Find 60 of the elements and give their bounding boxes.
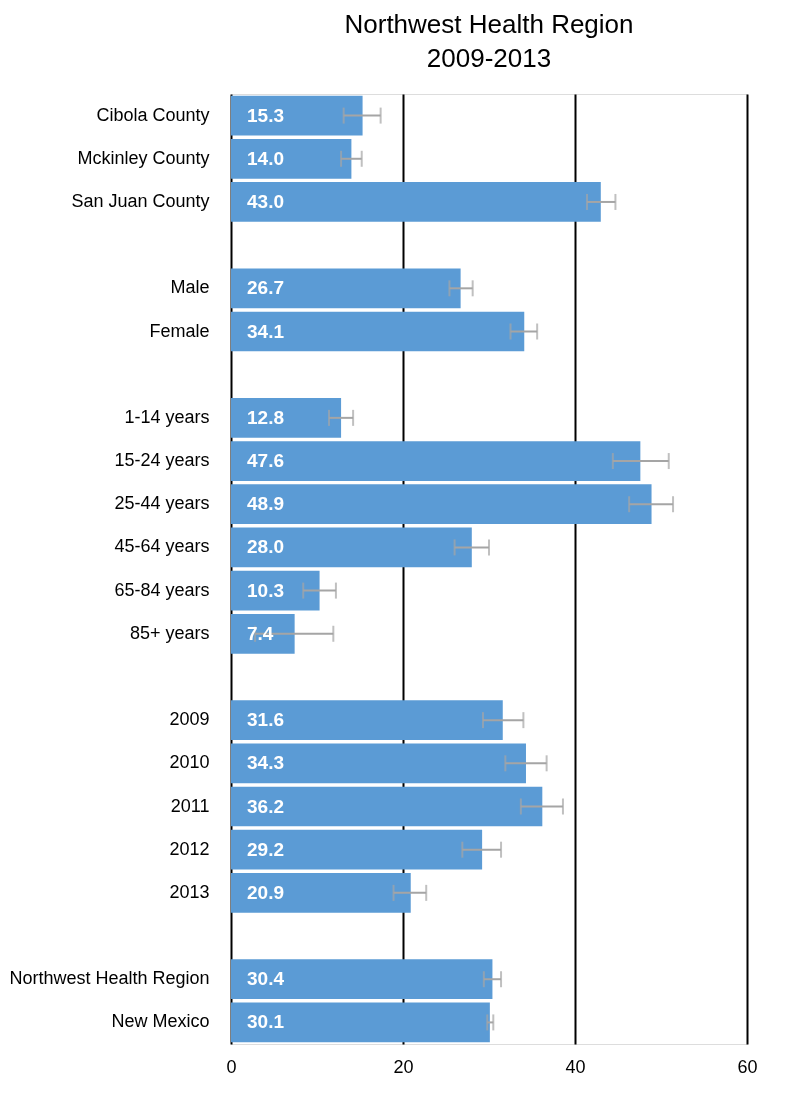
bar	[231, 268, 461, 309]
bar	[231, 398, 342, 438]
data-label: 28.0	[247, 536, 284, 558]
data-label: 43.0	[247, 190, 284, 212]
bar	[231, 441, 641, 481]
x-tick-label: 20	[393, 1056, 414, 1077]
data-label: 12.8	[247, 406, 284, 428]
y-tick-label: San Juan County	[71, 190, 210, 211]
y-tick-label: 2012	[169, 838, 210, 859]
data-label: 20.9	[247, 881, 284, 903]
y-tick-label: Male	[170, 277, 210, 298]
data-label: 31.6	[247, 709, 284, 731]
y-tick-label: 15-24 years	[114, 450, 210, 471]
bar	[231, 527, 472, 568]
y-tick-label: 65-84 years	[114, 579, 210, 600]
data-label: 29.2	[247, 838, 284, 860]
bar	[231, 829, 483, 870]
y-tick-label: 25-44 years	[114, 493, 210, 514]
bar	[231, 1002, 490, 1043]
y-tick-label: Northwest Health Region	[9, 968, 210, 989]
y-tick-label: 2010	[169, 752, 210, 773]
y-tick-label: 2009	[169, 709, 210, 730]
bar	[231, 786, 543, 827]
x-tick-label: 0	[226, 1056, 237, 1077]
bar	[231, 700, 503, 740]
bar	[231, 484, 652, 525]
y-tick-label: Cibola County	[96, 104, 210, 125]
y-tick-label: 2011	[170, 795, 210, 816]
data-label: 30.4	[247, 968, 285, 990]
bar	[231, 138, 352, 179]
y-tick-label: 45-64 years	[114, 536, 210, 557]
y-tick-label: Mckinley County	[77, 147, 210, 168]
y-tick-label: 1-14 years	[124, 406, 210, 427]
data-label: 34.1	[247, 320, 285, 342]
data-label: 30.1	[247, 1011, 285, 1033]
data-label: 36.2	[247, 795, 284, 817]
data-label: 14.0	[247, 147, 284, 169]
bar	[231, 570, 320, 611]
y-tick-label: 2013	[169, 881, 210, 902]
bar	[231, 873, 411, 913]
y-tick-label: New Mexico	[111, 1011, 210, 1032]
chart-subtitle: 2009-2013	[426, 43, 552, 73]
x-tick-label: 60	[737, 1056, 758, 1077]
data-label: 34.3	[247, 752, 284, 774]
chart-title: Northwest Health Region	[344, 9, 634, 39]
y-tick-label: 85+ years	[129, 622, 210, 643]
bar	[231, 743, 526, 784]
x-tick-label: 40	[565, 1056, 586, 1077]
y-tick-label: Female	[149, 320, 210, 341]
bar	[231, 311, 525, 352]
data-label: 47.6	[247, 450, 284, 472]
data-label: 26.7	[247, 277, 284, 299]
data-label: 48.9	[247, 493, 284, 515]
bar	[231, 613, 295, 654]
bar	[231, 959, 493, 1000]
bar	[231, 95, 363, 136]
data-label: 15.3	[247, 104, 284, 126]
bar	[231, 182, 601, 222]
data-label: 10.3	[247, 579, 284, 601]
data-label: 7.4	[247, 622, 274, 644]
